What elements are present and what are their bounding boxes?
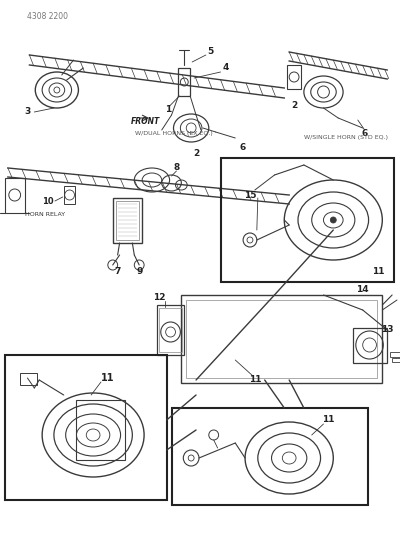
- Bar: [353, 328, 387, 363]
- Text: 11: 11: [248, 376, 261, 384]
- Bar: [157, 305, 184, 355]
- Text: W/SINGLE HORN (STD EQ.): W/SINGLE HORN (STD EQ.): [304, 135, 388, 141]
- Text: 6: 6: [361, 128, 368, 138]
- Bar: [76, 400, 126, 460]
- Bar: [390, 352, 400, 357]
- Text: 13: 13: [381, 326, 393, 335]
- Bar: [181, 295, 382, 383]
- Text: 9: 9: [136, 268, 142, 277]
- Bar: [116, 201, 139, 240]
- Bar: [20, 373, 37, 385]
- Text: 7: 7: [115, 268, 121, 277]
- Bar: [5, 355, 166, 500]
- Text: 1: 1: [166, 106, 172, 115]
- Text: 6: 6: [240, 143, 246, 152]
- Text: HORN RELAY: HORN RELAY: [24, 213, 64, 217]
- Text: 12: 12: [153, 294, 165, 303]
- Text: 11: 11: [372, 268, 384, 277]
- Text: 14: 14: [356, 286, 369, 295]
- Text: 10: 10: [42, 198, 54, 206]
- Text: 8: 8: [173, 164, 180, 173]
- Text: 2: 2: [193, 149, 199, 157]
- Bar: [113, 198, 142, 243]
- Text: 2: 2: [291, 101, 297, 109]
- Text: W/DUAL HORNS (EX EQ.): W/DUAL HORNS (EX EQ.): [135, 131, 213, 135]
- Bar: [392, 358, 400, 362]
- Text: 4: 4: [222, 63, 228, 72]
- Text: 4308 2200: 4308 2200: [27, 12, 69, 21]
- Bar: [5, 178, 24, 213]
- Bar: [178, 68, 190, 96]
- Bar: [221, 158, 394, 282]
- Text: 11: 11: [101, 373, 115, 383]
- Bar: [186, 300, 377, 378]
- Text: FRONT: FRONT: [131, 117, 160, 126]
- Bar: [64, 186, 75, 204]
- Bar: [159, 308, 182, 352]
- Ellipse shape: [330, 217, 336, 223]
- Text: 11: 11: [322, 416, 335, 424]
- Text: 5: 5: [208, 47, 214, 56]
- Text: 3: 3: [24, 108, 31, 117]
- Bar: [287, 65, 301, 89]
- Text: 15: 15: [244, 190, 256, 199]
- Bar: [171, 408, 368, 505]
